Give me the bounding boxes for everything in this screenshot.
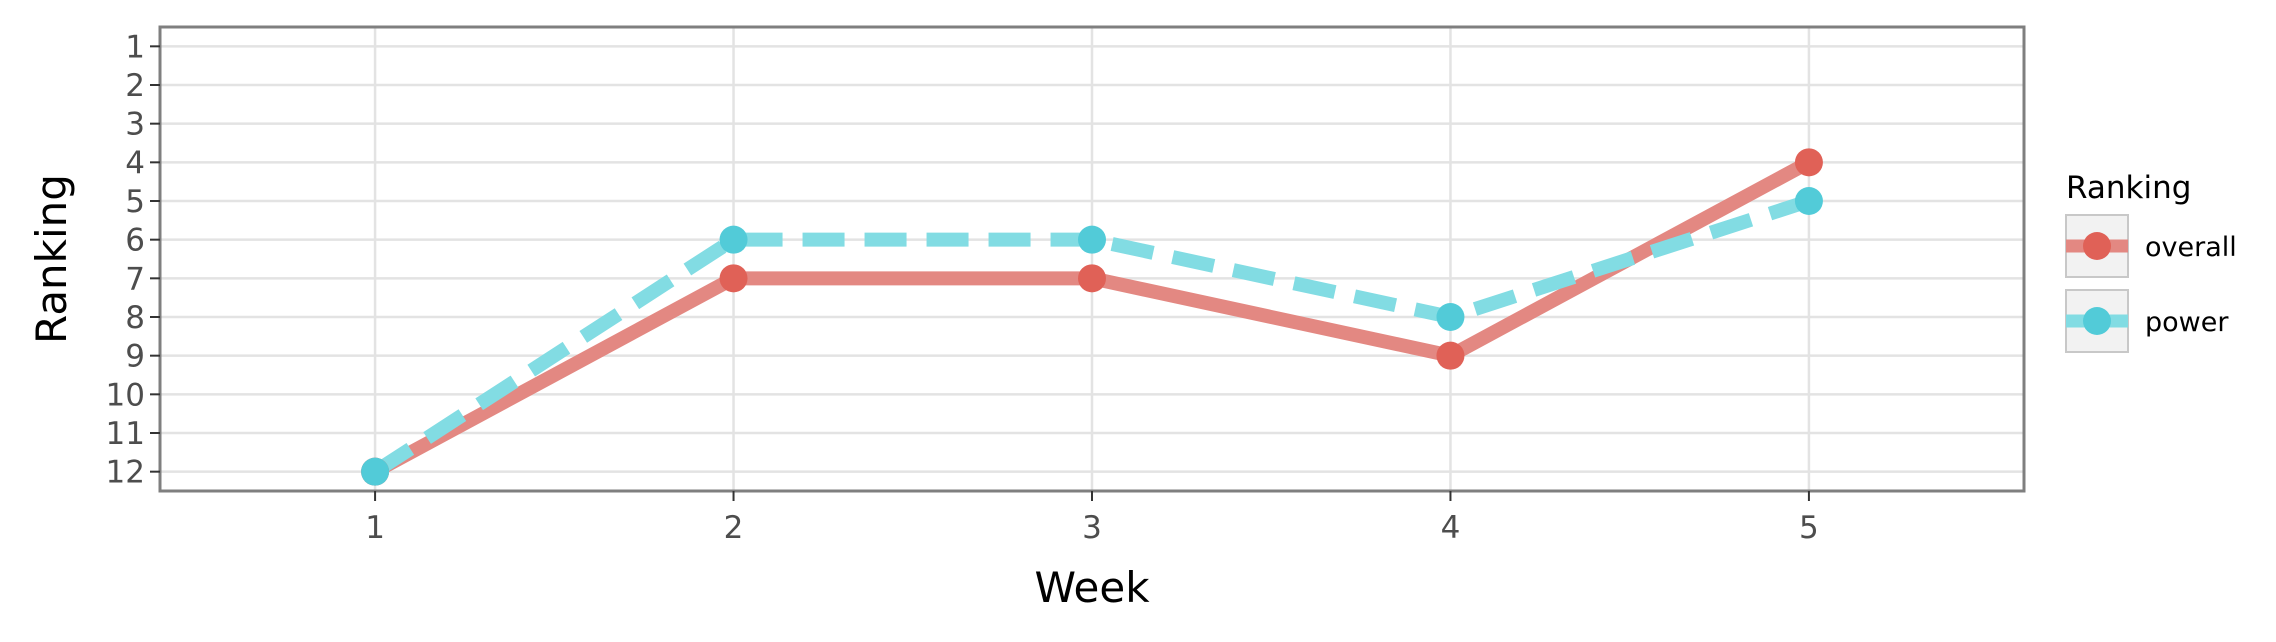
data-point-power [1436, 303, 1465, 331]
data-point-overall [719, 264, 748, 293]
data-point-overall [1078, 264, 1106, 293]
legend: Ranking overall power [2065, 170, 2237, 353]
legend-marker-power [2083, 307, 2111, 335]
y-tick-label: 6 [125, 223, 145, 259]
y-tick-label: 8 [125, 300, 145, 336]
x-tick-label: 4 [1441, 510, 1461, 546]
legend-label-overall: overall [2145, 232, 2237, 263]
x-tick-label: 2 [724, 510, 744, 546]
x-axis-title: Week [1034, 563, 1150, 612]
data-point-power [719, 225, 748, 254]
y-tick-label: 7 [125, 261, 145, 297]
data-point-overall [1436, 341, 1465, 370]
y-tick-label: 10 [106, 377, 145, 413]
y-tick-label: 12 [106, 455, 145, 491]
x-tick-label: 5 [1799, 510, 1819, 546]
y-tick-label: 9 [125, 339, 145, 375]
data-point-power [1078, 225, 1106, 254]
y-tick-label: 2 [125, 68, 145, 104]
legend-marker-overall [2083, 232, 2111, 260]
data-point-overall [1794, 148, 1823, 177]
legend-label-power: power [2145, 307, 2229, 338]
y-axis-title: Ranking [27, 174, 76, 344]
y-tick-label: 11 [106, 416, 145, 452]
y-tick-label: 3 [125, 107, 145, 143]
y-tick-label: 5 [125, 184, 145, 220]
y-tick-label: 1 [125, 29, 145, 65]
x-tick-label: 3 [1082, 510, 1102, 546]
data-point-power [361, 457, 390, 486]
x-tick-label: 1 [365, 510, 385, 546]
y-tick-label: 4 [125, 145, 145, 181]
series-points-power [361, 187, 1823, 486]
legend-title: Ranking [2066, 170, 2191, 206]
series-group [361, 148, 1823, 486]
data-point-power [1794, 187, 1823, 215]
